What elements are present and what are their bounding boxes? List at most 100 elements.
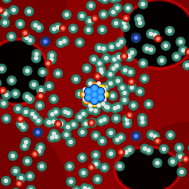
Circle shape [166,131,175,139]
Circle shape [114,53,123,62]
Circle shape [44,118,53,127]
Circle shape [8,77,15,84]
Circle shape [84,98,89,104]
Circle shape [4,12,7,15]
Circle shape [44,40,47,43]
Circle shape [132,33,140,42]
Circle shape [87,96,90,99]
Circle shape [129,114,131,116]
Circle shape [107,42,116,51]
Circle shape [8,33,15,40]
Circle shape [91,91,98,98]
Circle shape [22,33,31,42]
Circle shape [0,87,6,94]
Circle shape [47,51,56,60]
Circle shape [90,122,93,124]
Circle shape [100,85,105,91]
Circle shape [119,136,122,139]
Circle shape [103,92,108,97]
Circle shape [104,89,105,90]
Circle shape [146,29,155,38]
Circle shape [57,72,60,75]
Circle shape [55,70,61,77]
Circle shape [120,40,123,43]
Circle shape [49,111,56,118]
Circle shape [18,182,20,185]
Circle shape [85,88,92,95]
Circle shape [57,119,66,128]
Circle shape [90,166,92,168]
Circle shape [183,61,189,70]
Circle shape [19,22,22,26]
Circle shape [9,151,17,160]
Circle shape [81,119,90,128]
Circle shape [20,124,27,130]
Circle shape [32,151,38,157]
Circle shape [128,55,131,58]
Circle shape [169,134,172,137]
Circle shape [22,125,25,129]
Circle shape [88,106,94,113]
Circle shape [133,34,139,41]
Circle shape [62,10,71,19]
Circle shape [161,41,170,50]
Circle shape [93,87,96,90]
Circle shape [140,74,149,83]
Circle shape [98,94,104,101]
Circle shape [107,149,115,158]
Circle shape [23,157,32,166]
Circle shape [56,39,65,47]
Circle shape [139,0,147,9]
Circle shape [23,66,32,75]
Circle shape [153,33,156,36]
Circle shape [155,138,160,144]
Circle shape [101,116,108,123]
Circle shape [62,130,71,139]
Circle shape [35,147,43,156]
Circle shape [113,4,122,12]
Circle shape [176,37,185,46]
Circle shape [69,141,72,144]
Circle shape [117,56,120,59]
Circle shape [82,171,85,174]
Circle shape [91,121,94,124]
Circle shape [167,132,174,139]
Circle shape [68,165,71,168]
Circle shape [2,19,8,26]
Circle shape [103,0,106,1]
Circle shape [80,111,87,117]
Circle shape [124,4,132,13]
Circle shape [16,19,25,28]
Circle shape [28,110,37,119]
Circle shape [129,71,132,74]
Circle shape [48,121,51,124]
Circle shape [128,78,135,85]
Circle shape [95,43,104,52]
Circle shape [95,59,104,68]
Circle shape [47,121,50,124]
Circle shape [26,69,29,72]
Circle shape [122,67,129,74]
Circle shape [147,30,154,37]
Circle shape [108,129,114,136]
Circle shape [75,38,84,47]
Circle shape [175,55,178,58]
Circle shape [7,32,16,41]
Circle shape [50,25,59,33]
Circle shape [180,47,187,54]
Circle shape [120,151,122,153]
Circle shape [85,100,88,103]
Circle shape [82,112,85,115]
Circle shape [177,153,184,160]
Circle shape [123,15,129,21]
Circle shape [20,142,29,150]
Circle shape [24,158,31,165]
Circle shape [53,23,62,32]
Circle shape [91,100,98,107]
Circle shape [81,156,84,159]
Circle shape [116,138,119,141]
Circle shape [7,76,16,85]
Circle shape [91,85,98,91]
Circle shape [124,69,127,72]
Circle shape [108,91,117,100]
